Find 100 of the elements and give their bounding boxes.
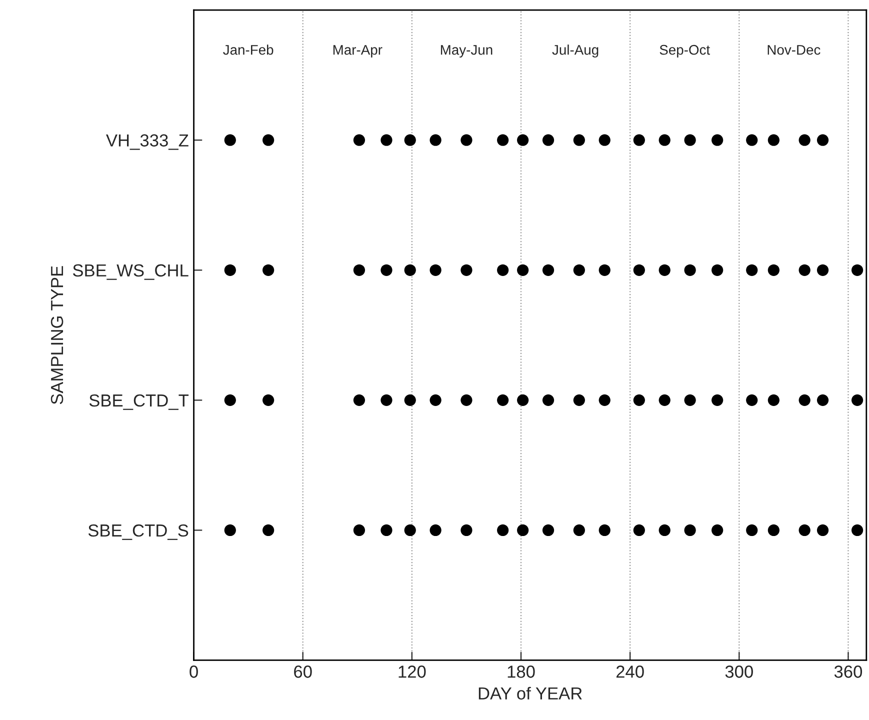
point (430, 524, 442, 536)
point (851, 524, 864, 536)
point (746, 134, 758, 146)
point (517, 524, 529, 536)
point (542, 394, 554, 406)
point (684, 524, 696, 536)
point (573, 394, 585, 406)
point (497, 134, 509, 146)
point (353, 524, 366, 536)
point (517, 134, 529, 146)
point (746, 524, 758, 536)
point (497, 394, 509, 406)
point (658, 524, 670, 536)
point (684, 264, 696, 276)
point (542, 134, 554, 146)
point (851, 394, 864, 406)
point (851, 264, 864, 276)
point (460, 264, 472, 276)
point (517, 264, 529, 276)
point (768, 264, 780, 276)
point (224, 524, 236, 536)
point (404, 524, 416, 536)
annotation: Mar-Apr (333, 45, 382, 58)
point (633, 394, 645, 406)
x-tick-label: 60 (294, 666, 312, 678)
point (262, 264, 274, 276)
point (798, 524, 810, 536)
y-tick-label: SBE_WS_CHL (72, 264, 188, 280)
point (816, 524, 829, 536)
point (573, 264, 585, 276)
point (658, 134, 670, 146)
point (768, 134, 780, 146)
point (633, 524, 645, 536)
point (262, 134, 274, 146)
x-tick-label: 300 (725, 666, 753, 678)
point (542, 264, 554, 276)
y-tick-label: VH_333_Z (106, 134, 188, 150)
point (262, 524, 274, 536)
point (684, 134, 696, 146)
point (380, 394, 392, 406)
y-axis-title: SAMPLING TYPE (50, 266, 64, 404)
point (430, 394, 442, 406)
point (460, 134, 472, 146)
point (712, 524, 724, 536)
point (353, 134, 366, 146)
annotation: Nov-Dec (768, 45, 820, 55)
point (460, 524, 472, 536)
point (404, 264, 416, 276)
point (224, 394, 236, 406)
point (573, 134, 585, 146)
y-tick-label: SBE_CTD_S (88, 524, 188, 540)
point (798, 264, 810, 276)
point (712, 264, 724, 276)
point (798, 394, 810, 406)
point (353, 394, 366, 406)
point (262, 394, 274, 406)
point (816, 134, 829, 146)
point (633, 134, 645, 146)
point (542, 524, 554, 536)
point (633, 264, 645, 276)
annotation: Sep-Oct (660, 44, 710, 58)
point (712, 394, 724, 406)
point (798, 134, 810, 146)
x-tick-label: 180 (508, 666, 535, 678)
point (746, 264, 758, 276)
point (224, 134, 236, 146)
point (598, 264, 610, 276)
point (380, 264, 392, 276)
point (353, 264, 366, 276)
point (404, 394, 416, 406)
point (598, 524, 610, 536)
point (460, 394, 472, 406)
point (497, 264, 509, 276)
point (380, 524, 392, 536)
point (768, 394, 780, 406)
point (712, 134, 724, 146)
annotation: Jan-Feb (223, 44, 274, 55)
point (746, 394, 758, 406)
x-tick-label: 0 (190, 666, 198, 678)
point (224, 264, 236, 276)
point (816, 264, 829, 276)
point (497, 524, 509, 536)
point (517, 394, 529, 406)
point (598, 394, 610, 406)
point (430, 134, 442, 146)
point (404, 134, 416, 146)
annotation: May-Jun (440, 45, 492, 58)
x-tick-label: 120 (398, 666, 426, 678)
point (768, 524, 780, 536)
x-axis-title: DAY of YEAR (478, 686, 582, 700)
point (816, 394, 829, 406)
x-tick-label: 360 (834, 666, 862, 678)
point (573, 524, 585, 536)
point (430, 264, 442, 276)
point (658, 264, 670, 276)
x-tick-label: 240 (616, 666, 644, 678)
point (658, 394, 670, 406)
annotation: Jul-Aug (552, 44, 598, 58)
y-tick-label: SBE_CTD_T (89, 394, 189, 410)
point (684, 394, 696, 406)
